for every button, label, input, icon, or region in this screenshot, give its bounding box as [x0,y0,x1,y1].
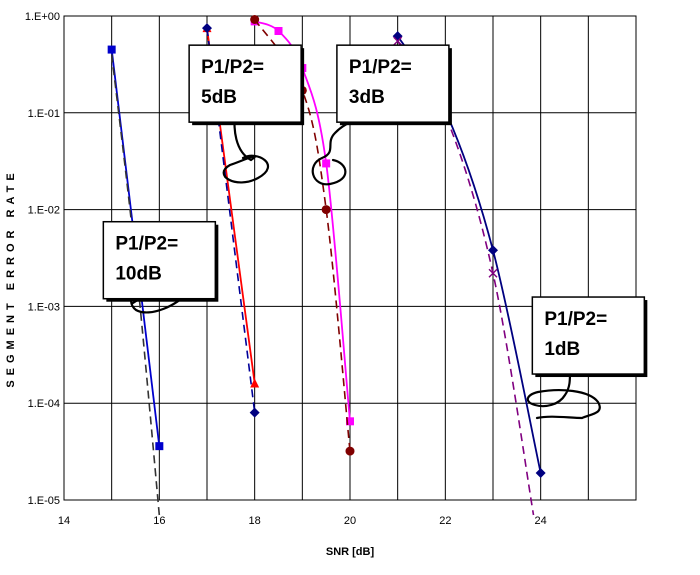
callout-text: P1/P2= [201,57,264,78]
callout-box [336,44,450,123]
x-tick-label: 14 [58,515,70,527]
callout-text: P1/P2= [349,57,412,78]
data-point-diamond [202,23,212,34]
series-4 [202,23,260,418]
x-axis-ticks: 14 16 18 20 22 24 [58,515,547,527]
callout-text: P1/P2= [544,309,607,330]
callout-text: 5dB [201,87,237,108]
data-point-square [346,417,354,426]
callout-squiggle [526,370,601,420]
y-tick-label: 1.E-05 [28,495,60,507]
data-point-square [322,159,331,168]
callout-box [188,44,302,123]
y-tick-label: 1.E-01 [28,108,60,120]
x-tick-label: 16 [153,515,165,527]
data-point-x-stroke [488,268,498,278]
data-point-triangle [250,378,260,388]
x-tick-label: 24 [535,515,547,527]
x-tick-label: 22 [439,515,451,527]
series-line [397,40,535,516]
callout-text: 10dB [115,264,161,285]
callout-3: P1/P2= 3dB [311,44,452,186]
callout-text: 3dB [349,87,385,108]
callout-1: P1/P2= 10dB [102,220,219,314]
x-tick-label: 20 [344,515,356,527]
data-point-x [393,36,403,46]
callout-text: P1/P2= [115,234,178,255]
callout-2: P1/P2= 5dB [188,44,305,184]
data-point-x [488,268,498,278]
plot-border [63,15,637,501]
y-axis-title: SEGMENT ERROR RATE [5,168,17,387]
data-point-circle [250,15,260,25]
callout-text: 1dB [544,339,580,360]
annotations: P1/P2= 10dB P1/P2= 5dB P1/P2= 3dB P1/P2= 1dB [102,44,648,420]
x-axis-title: SNR [dB] [326,546,375,558]
y-tick-label: 1.E-04 [28,398,60,410]
data-point-square [155,442,164,451]
data-point-x-stroke [393,36,403,46]
y-axis-ticks: 1.E-05 1.E-04 1.E-03 1.E-02 1.E-01 1.E+00 [25,11,60,507]
series-line [254,19,351,452]
callout-squiggle [222,106,269,184]
data-point-circle [321,205,331,215]
data-point-square [107,45,116,54]
y-tick-label: 1.E+00 [25,11,60,23]
y-tick-label: 1.E-03 [28,301,60,313]
data-point-square [274,26,283,35]
y-tick-label: 1.E-02 [28,205,60,217]
data-point-diamond [535,468,546,479]
data-point-diamond [249,407,260,418]
data-point-diamond [488,245,498,256]
callout-box [102,220,217,300]
data-point-circle [345,446,355,456]
callout-box [531,296,646,375]
x-tick-label: 18 [249,515,261,527]
callout-4: P1/P2= 1dB [526,296,648,420]
